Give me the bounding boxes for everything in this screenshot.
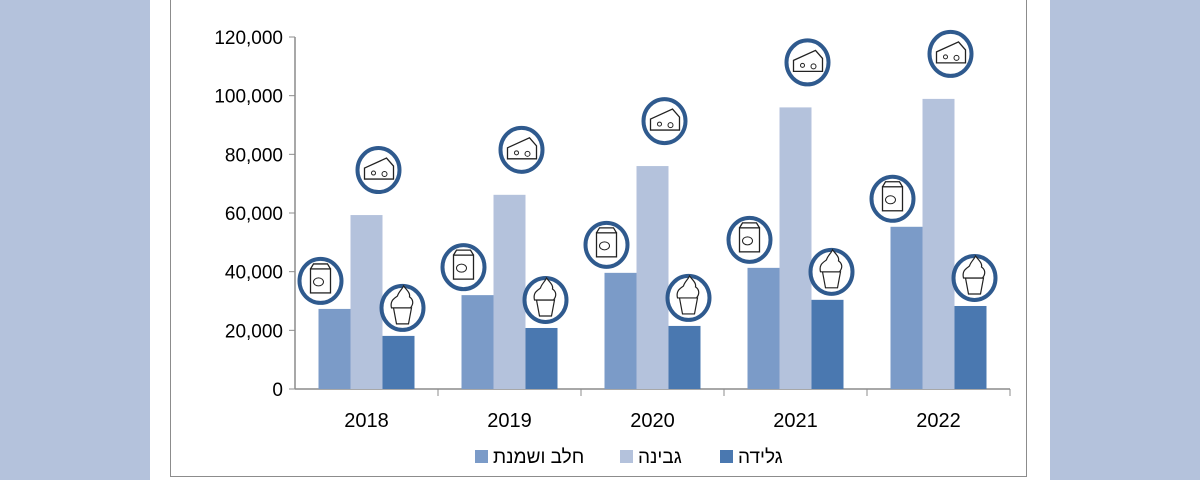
bar — [636, 166, 669, 389]
bar — [668, 325, 701, 389]
legend-label: גלידה — [738, 447, 783, 468]
bar — [779, 107, 812, 390]
y-tick-label: 40,000 — [225, 263, 283, 284]
cheese-icon — [927, 29, 974, 78]
x-tick-label: 2020 — [630, 410, 675, 432]
ice-cream-icon — [379, 283, 426, 332]
chart-frame — [170, 0, 1027, 477]
y-tick-label: 60,000 — [225, 204, 283, 225]
legend-label: גבינה — [638, 447, 682, 468]
legend-swatch — [720, 450, 733, 463]
cheese-icon — [498, 125, 545, 174]
bar — [604, 272, 637, 389]
bar — [890, 226, 923, 389]
cheese-icon — [355, 146, 402, 195]
x-tick-label: 2022 — [916, 410, 961, 432]
legend-label: חלב ושמנת — [493, 447, 584, 468]
ice-cream-icon — [808, 247, 855, 296]
bar — [922, 98, 955, 389]
ice-cream-icon — [522, 275, 569, 324]
y-tick-label: 0 — [272, 380, 283, 401]
x-tick-label: 2018 — [344, 410, 389, 432]
y-tick-label: 120,000 — [214, 28, 283, 49]
y-tick-label: 20,000 — [225, 321, 283, 342]
y-tick-label: 80,000 — [225, 145, 283, 166]
milk-carton-icon — [869, 174, 916, 223]
bar — [954, 305, 987, 389]
milk-carton-icon — [440, 243, 487, 292]
x-tick-label: 2021 — [773, 410, 818, 432]
cheese-icon — [641, 97, 688, 146]
bar — [350, 215, 383, 389]
legend-swatch — [475, 450, 488, 463]
ice-cream-icon — [951, 253, 998, 302]
x-tick-label: 2019 — [487, 410, 532, 432]
bar — [525, 327, 558, 389]
y-tick-label: 100,000 — [214, 87, 283, 108]
bar — [318, 308, 351, 389]
bar — [747, 267, 780, 389]
bar — [493, 194, 526, 389]
cheese-icon — [784, 38, 831, 87]
milk-carton-icon — [297, 256, 344, 305]
milk-carton-icon — [726, 215, 773, 264]
bar — [461, 295, 494, 389]
legend-swatch — [620, 450, 633, 463]
ice-cream-icon — [665, 273, 712, 322]
milk-carton-icon — [583, 220, 630, 269]
bar — [811, 299, 844, 389]
bar — [382, 335, 415, 389]
